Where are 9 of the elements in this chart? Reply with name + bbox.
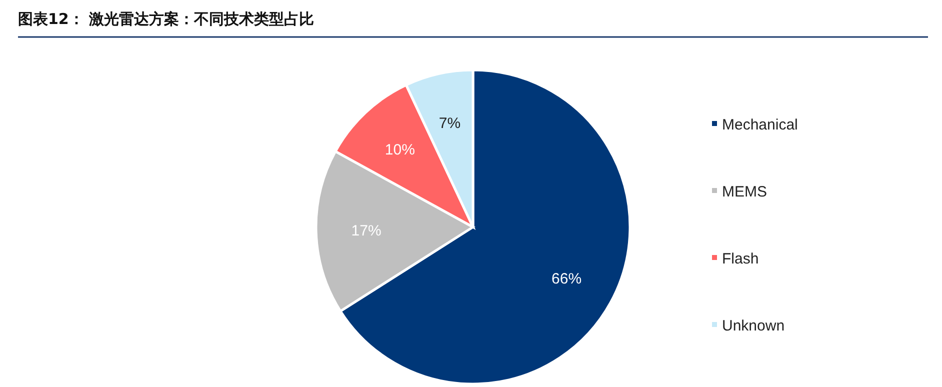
- legend-label: MEMS: [722, 183, 767, 200]
- legend-label: Unknown: [722, 317, 785, 334]
- legend-label: Flash: [722, 250, 759, 268]
- legend-label: Mechanical: [722, 116, 798, 134]
- data-label: 17%: [351, 222, 382, 240]
- data-label: 66%: [552, 270, 582, 288]
- text: 图表12： 激光雷达方案：不同技术类型占比: [18, 10, 314, 28]
- data-label: 10%: [384, 141, 415, 158]
- data-label: 7%: [438, 115, 461, 132]
